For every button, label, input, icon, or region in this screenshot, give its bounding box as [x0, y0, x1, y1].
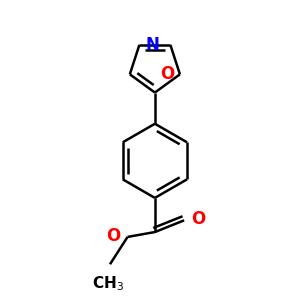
Text: O: O [106, 227, 121, 245]
Text: O: O [160, 65, 174, 83]
Text: N: N [145, 36, 159, 54]
Text: O: O [191, 210, 205, 228]
Text: CH$_3$: CH$_3$ [92, 274, 124, 293]
